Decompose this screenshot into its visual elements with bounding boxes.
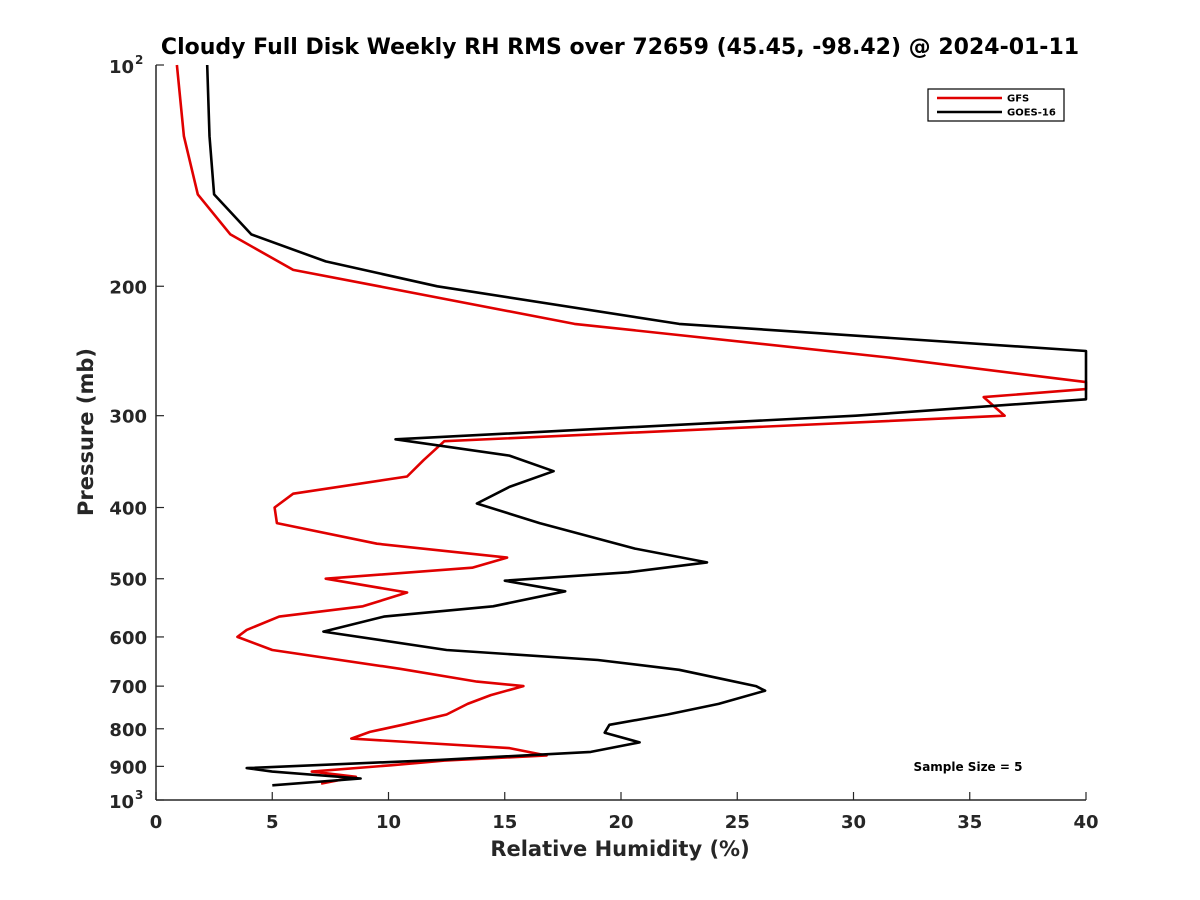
series-layer (175, 64, 1088, 787)
series-line-goes-16 (205, 64, 1088, 787)
y-tick-label: 900 (109, 757, 147, 778)
x-tick-label: 40 (1073, 812, 1098, 833)
legend-label-gfs: GFS (1007, 94, 1029, 105)
y-tick-label: 800 (109, 720, 147, 741)
y-tick-label: 300 (109, 407, 147, 428)
x-tick-label: 20 (608, 812, 633, 833)
y-tick-label: 700 (109, 677, 147, 698)
series-line-gfs (175, 64, 1088, 785)
x-axis-ticks: 0 5 10 15 20 25 30 35 40 (150, 792, 1099, 833)
x-tick-label: 0 (150, 812, 163, 833)
x-axis-label: Relative Humidity (%) (490, 837, 749, 861)
legend-label-goes-16: GOES-16 (1007, 108, 1056, 119)
legend: GFS GOES-16 (927, 88, 1065, 122)
x-tick-label: 30 (841, 812, 866, 833)
x-tick-label: 15 (492, 812, 517, 833)
sample-size-annotation: Sample Size = 5 (914, 760, 1023, 774)
y-tick-label: 10 (109, 57, 134, 78)
y-tick-label: 600 (109, 628, 147, 649)
y-tick-label: 400 (109, 499, 147, 520)
y-tick-exponent: 3 (135, 788, 143, 802)
x-tick-label: 35 (957, 812, 982, 833)
y-tick-label: 200 (109, 277, 147, 298)
chart-title: Cloudy Full Disk Weekly RH RMS over 7265… (161, 35, 1079, 60)
x-tick-label: 25 (725, 812, 750, 833)
y-axis-label: Pressure (mb) (74, 348, 98, 516)
y-tick-exponent: 2 (135, 53, 143, 67)
y-tick-label: 500 (109, 570, 147, 591)
x-tick-label: 10 (376, 812, 401, 833)
x-tick-label: 5 (266, 812, 279, 833)
legend-box (927, 88, 1065, 122)
y-tick-label: 10 (109, 792, 134, 813)
